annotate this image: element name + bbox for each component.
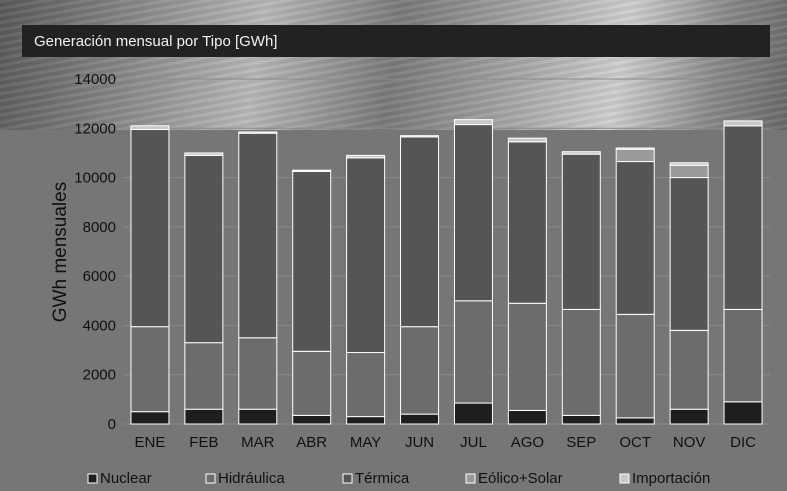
bar-segment: [238, 131, 278, 134]
bar-segment: [292, 414, 332, 425]
y-tick-label: 8000: [83, 219, 116, 236]
bar-segment: [130, 411, 170, 425]
bar-segment: [400, 326, 440, 415]
bar-segment: [507, 302, 547, 411]
bar-segment: [453, 300, 493, 404]
y-tick-label: 12000: [74, 120, 116, 137]
bar-segment: [561, 153, 601, 310]
x-tick-label: NOV: [673, 434, 706, 451]
bar-segment: [238, 337, 278, 410]
title-bar: Generación mensual por Tipo [GWh]: [22, 25, 770, 57]
bar-segment: [723, 308, 763, 403]
y-tick-label: 14000: [74, 71, 116, 88]
bar-segment: [292, 350, 332, 416]
bar-segment: [130, 125, 170, 131]
bar-segment: [723, 120, 763, 127]
x-tick-label: FEB: [189, 434, 218, 451]
x-tick-label: JUL: [460, 434, 487, 451]
bar-segment: [184, 342, 224, 410]
bar-segment: [400, 135, 440, 138]
bar-segment: [615, 148, 655, 163]
legend-swatch: [465, 473, 476, 484]
bar-segment: [400, 413, 440, 425]
x-tick-label: SEP: [566, 434, 596, 451]
legend-swatch: [87, 473, 98, 484]
bar-segment: [669, 162, 709, 166]
bar-segment: [507, 409, 547, 425]
bar-segment: [346, 154, 386, 159]
bar-segment: [615, 161, 655, 315]
bar-segment: [292, 170, 332, 352]
x-tick-label: JUN: [405, 434, 434, 451]
bar-segment: [400, 136, 440, 328]
legend-swatch: [619, 473, 630, 484]
legend-label: Nuclear: [100, 470, 152, 487]
bar-segment: [184, 152, 224, 156]
background-photo: [0, 0, 787, 130]
bar-segment: [615, 147, 655, 150]
bar-segment: [238, 408, 278, 425]
legend-label: Eólico+Solar: [478, 470, 563, 487]
bar-segment: [669, 408, 709, 425]
x-tick-label: MAR: [241, 434, 275, 451]
legend-swatch: [342, 473, 353, 484]
bar-segment: [184, 154, 224, 344]
legend-label: Hidráulica: [218, 470, 285, 487]
bar-segment: [669, 177, 709, 331]
x-tick-label: MAY: [350, 434, 381, 451]
y-tick-label: 10000: [74, 170, 116, 187]
y-tick-label: 2000: [83, 367, 116, 384]
x-tick-label: DIC: [730, 434, 756, 451]
bar-segment: [507, 141, 547, 304]
bar-segment: [453, 124, 493, 302]
bar-segment: [723, 125, 763, 310]
background-photo-texture: [0, 0, 787, 130]
bar-segment: [669, 164, 709, 179]
bar-segment: [346, 352, 386, 418]
bar-segment: [615, 313, 655, 419]
bar-segment: [723, 401, 763, 425]
y-tick-label: 4000: [83, 317, 116, 334]
y-tick-label: 6000: [83, 268, 116, 285]
x-tick-label: ENE: [135, 434, 166, 451]
bar-segment: [346, 157, 386, 354]
bar-segment: [561, 414, 601, 425]
bar-segment: [669, 329, 709, 410]
bar-segment: [184, 408, 224, 425]
chart-title: Generación mensual por Tipo [GWh]: [34, 33, 278, 50]
bar-segment: [292, 169, 332, 172]
x-tick-label: AGO: [511, 434, 544, 451]
bar-segment: [130, 326, 170, 413]
bar-segment: [130, 129, 170, 328]
legend-label: Importación: [632, 470, 710, 487]
bar-segment: [561, 308, 601, 416]
bar-segment: [615, 417, 655, 425]
x-tick-label: OCT: [619, 434, 651, 451]
bar-segment: [346, 416, 386, 425]
legend-swatch: [205, 473, 216, 484]
bar-segment: [507, 137, 547, 143]
y-axis-title: GWh mensuales: [50, 182, 71, 322]
bar-segment: [453, 402, 493, 425]
bar-segment: [453, 119, 493, 126]
y-tick-label: 0: [108, 416, 116, 433]
legend-label: Térmica: [355, 470, 410, 487]
x-tick-label: ABR: [296, 434, 327, 451]
bar-segment: [561, 151, 601, 155]
bar-segment: [238, 132, 278, 339]
